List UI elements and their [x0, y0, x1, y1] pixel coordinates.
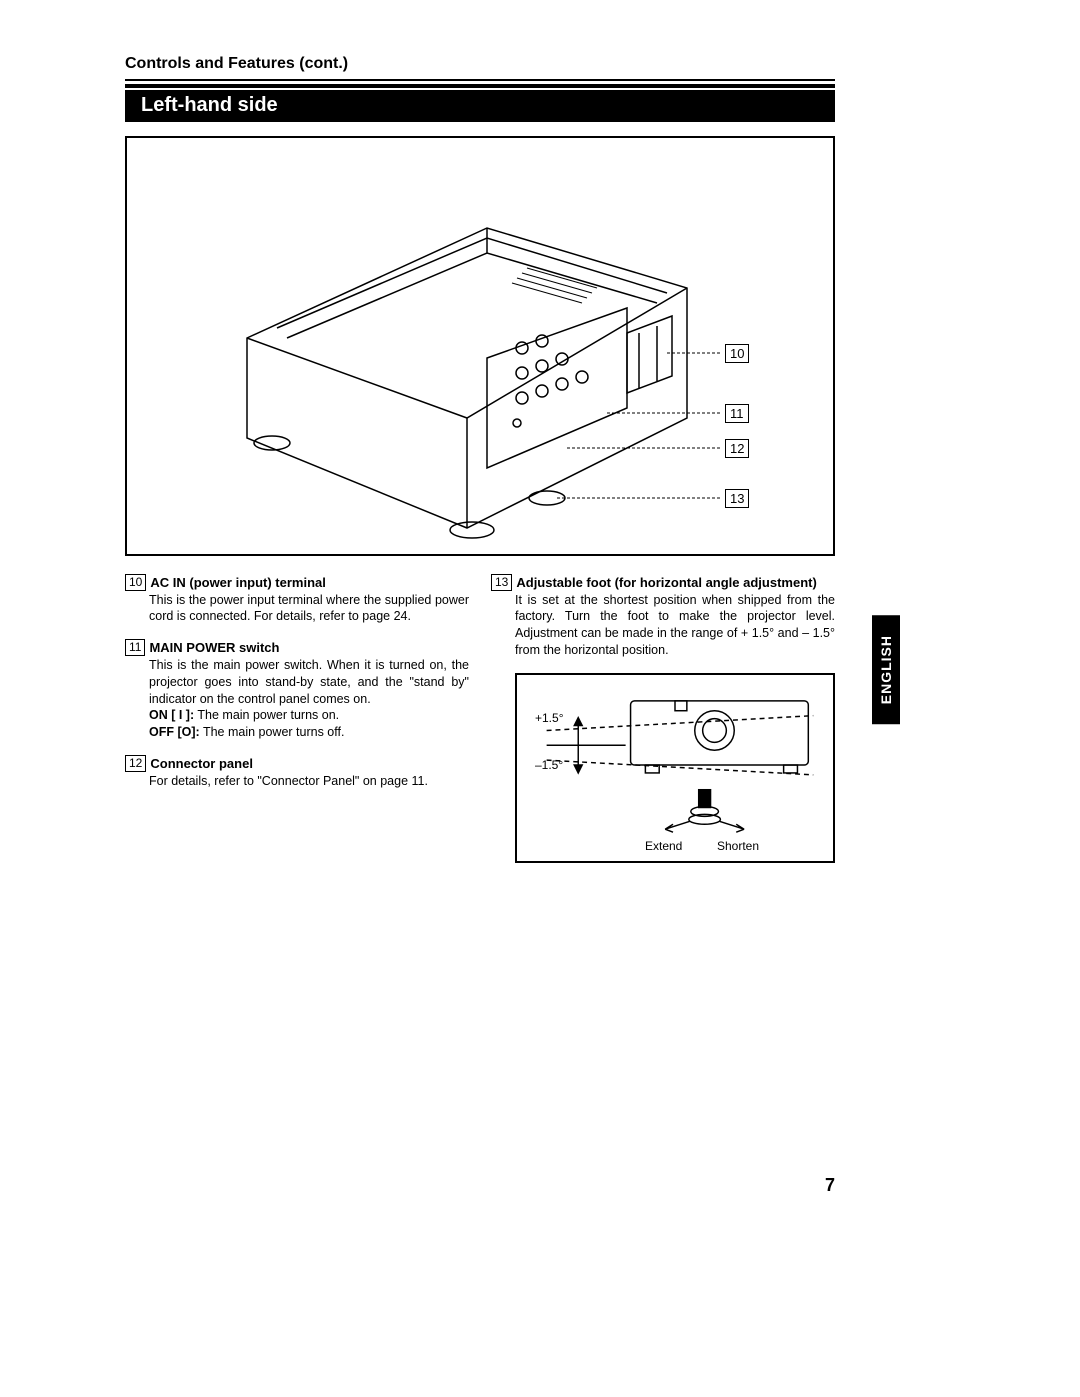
item-13: 13 Adjustable foot (for horizontal angle… [491, 574, 835, 659]
section-heading: Left-hand side [125, 90, 835, 122]
item-12-number: 12 [125, 755, 146, 772]
item-12-body: For details, refer to "Connector Panel" … [149, 773, 469, 790]
language-tab: ENGLISH [872, 615, 900, 724]
minus-label: –1.5° [535, 757, 563, 773]
callout-13: 13 [725, 489, 749, 508]
left-column: 10 AC IN (power input) terminal This is … [125, 574, 469, 863]
item-11-off-text: The main power turns off. [203, 725, 345, 739]
item-11-off-label: OFF [O]: [149, 725, 200, 739]
item-13-body: It is set at the shortest position when … [515, 592, 835, 660]
callout-11: 11 [725, 404, 749, 423]
adjustable-foot-diagram: +1.5° –1.5° Extend Shorten [515, 673, 835, 863]
shorten-label: Shorten [717, 838, 759, 854]
page-header: Controls and Features (cont.) [125, 55, 835, 73]
item-10: 10 AC IN (power input) terminal This is … [125, 574, 469, 625]
item-10-title: AC IN (power input) terminal [150, 574, 326, 592]
item-13-title: Adjustable foot (for horizontal angle ad… [516, 574, 816, 592]
page-number: 7 [825, 1175, 835, 1196]
item-10-body: This is the power input terminal where t… [149, 592, 469, 626]
item-13-number: 13 [491, 574, 512, 591]
foot-diagram-svg [517, 675, 833, 861]
item-11-body-a: This is the main power switch. When it i… [149, 658, 469, 706]
item-11-body: This is the main power switch. When it i… [149, 657, 469, 741]
callout-10: 10 [725, 344, 749, 363]
item-12: 12 Connector panel For details, refer to… [125, 755, 469, 789]
item-11-number: 11 [125, 639, 145, 656]
callout-12: 12 [725, 439, 749, 458]
item-10-number: 10 [125, 574, 146, 591]
item-11-on-label: ON [ I ]: [149, 708, 194, 722]
item-11-title: MAIN POWER switch [149, 639, 279, 657]
header-rule [125, 79, 835, 88]
item-11-on-text: The main power turns on. [197, 708, 339, 722]
main-diagram: 10 11 12 13 [125, 136, 835, 556]
item-11: 11 MAIN POWER switch This is the main po… [125, 639, 469, 741]
plus-label: +1.5° [535, 710, 564, 726]
right-column: 13 Adjustable foot (for horizontal angle… [491, 574, 835, 863]
description-columns: 10 AC IN (power input) terminal This is … [125, 574, 835, 863]
item-12-title: Connector panel [150, 755, 253, 773]
extend-label: Extend [645, 838, 682, 854]
